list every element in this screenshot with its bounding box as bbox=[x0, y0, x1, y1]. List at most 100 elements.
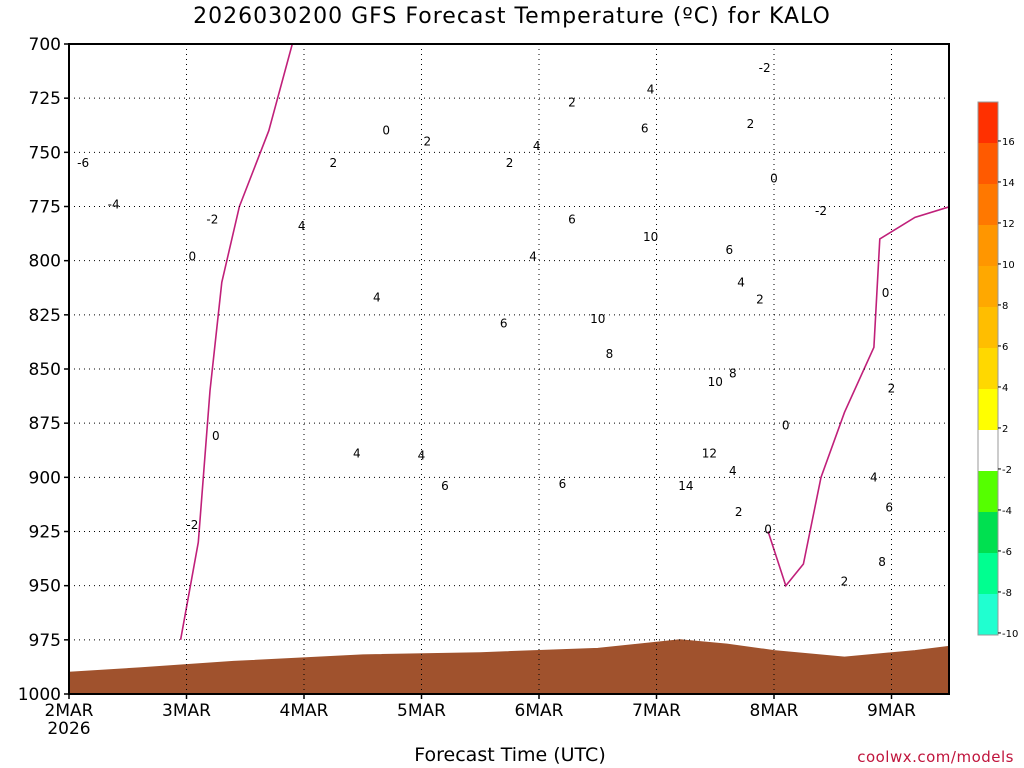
contour-label: 4 bbox=[737, 275, 745, 289]
y-tick-label: 750 bbox=[29, 143, 61, 163]
colorbar-segment bbox=[978, 184, 998, 225]
colorbar-segment bbox=[978, 553, 998, 594]
contour-label: 0 bbox=[189, 249, 197, 263]
contour-label: 10 bbox=[590, 312, 605, 326]
grid-lines bbox=[69, 44, 949, 694]
y-tick-label: 1000 bbox=[18, 685, 61, 705]
contour-label: -2 bbox=[815, 204, 827, 218]
y-tick-label: 925 bbox=[29, 523, 61, 543]
colorbar-segment bbox=[978, 307, 998, 348]
contour-label: 2 bbox=[568, 96, 576, 110]
contour-label: 2 bbox=[888, 382, 896, 396]
colorbar-segment bbox=[978, 225, 998, 266]
y-tick-label: 825 bbox=[29, 306, 61, 326]
x-tick-label: 7MAR bbox=[632, 701, 681, 721]
contour-label: -4 bbox=[108, 197, 120, 211]
contour-label: 6 bbox=[500, 317, 508, 331]
x-tick-label: 4MAR bbox=[280, 701, 329, 721]
contour-label: 6 bbox=[726, 243, 734, 257]
colorbar-label: -4 bbox=[1002, 506, 1012, 517]
zero-contour-left bbox=[179, 44, 294, 640]
y-tick-label: 900 bbox=[29, 468, 61, 488]
colorbar-label: 8 bbox=[1002, 301, 1008, 312]
y-tick-label: 775 bbox=[29, 198, 61, 218]
contour-label: 0 bbox=[764, 522, 772, 536]
y-tick-label: 950 bbox=[29, 577, 61, 597]
colorbar-label: 16 bbox=[1002, 137, 1015, 148]
contour-label: 0 bbox=[212, 429, 220, 443]
y-tick-label: 700 bbox=[29, 35, 61, 55]
x-tick-label: 2MAR bbox=[45, 701, 94, 721]
x-tick-label: 6MAR bbox=[515, 701, 564, 721]
contour-label: 10 bbox=[708, 375, 723, 389]
contour-label: 6 bbox=[559, 477, 567, 491]
colorbar-label: -2 bbox=[1002, 465, 1012, 476]
colorbar-label: 10 bbox=[1002, 260, 1015, 271]
contour-label: 4 bbox=[533, 139, 541, 153]
colorbar-segment bbox=[978, 512, 998, 553]
y-tick-label: 800 bbox=[29, 252, 61, 272]
contour-label: 10 bbox=[643, 230, 658, 244]
contour-label: 8 bbox=[878, 555, 886, 569]
contour-label: 12 bbox=[702, 447, 717, 461]
x-tick-sublabel: 2026 bbox=[47, 719, 90, 739]
contour-label: 0 bbox=[782, 418, 790, 432]
contour-label: 4 bbox=[529, 249, 537, 263]
colorbar-segment bbox=[978, 471, 998, 512]
colorbar-segment bbox=[978, 389, 998, 430]
contour-label: -2 bbox=[206, 213, 218, 227]
zero-contour-right bbox=[767, 206, 949, 588]
y-tick-label: 875 bbox=[29, 414, 61, 434]
contour-label: 2 bbox=[735, 505, 743, 519]
contour-label: 2 bbox=[747, 117, 755, 131]
contour-label: 0 bbox=[382, 124, 390, 138]
contour-label: 6 bbox=[568, 213, 576, 227]
contour-label: -2 bbox=[186, 518, 198, 532]
credit-link[interactable]: coolwx.com/models bbox=[857, 748, 1014, 766]
colorbar: 16 14 12 10 8 6 4 2 -2 -4 -6 -8 -10 bbox=[977, 101, 1018, 640]
contour-label: 4 bbox=[298, 219, 306, 233]
y-tick-label: 850 bbox=[29, 360, 61, 380]
x-tick-label: 5MAR bbox=[397, 701, 446, 721]
chart-title: 2026030200 GFS Forecast Temperature (ºC)… bbox=[193, 4, 831, 29]
contour-label: 4 bbox=[729, 464, 737, 478]
y-tick-label: 725 bbox=[29, 89, 61, 109]
contour-label: 8 bbox=[729, 366, 737, 380]
contour-label: 2 bbox=[756, 293, 764, 307]
contour-label: 4 bbox=[353, 447, 361, 461]
contour-label: 2 bbox=[841, 574, 849, 588]
colorbar-label: 4 bbox=[1002, 383, 1008, 394]
x-axis-title: Forecast Time (UTC) bbox=[414, 744, 606, 766]
contour-label: 8 bbox=[606, 347, 614, 361]
colorbar-segment bbox=[978, 143, 998, 184]
contour-label: 2 bbox=[506, 156, 514, 170]
colorbar-label: 6 bbox=[1002, 342, 1008, 353]
colorbar-label: 12 bbox=[1002, 219, 1015, 230]
colorbar-segment bbox=[978, 594, 998, 635]
contour-label: 14 bbox=[678, 479, 693, 493]
colorbar-segment bbox=[978, 266, 998, 307]
colorbar-label: 2 bbox=[1002, 424, 1008, 435]
y-axis: 700 725 750 775 800 825 850 875 900 925 950 975 1000 bbox=[18, 35, 69, 705]
colorbar-segment bbox=[978, 430, 998, 471]
contour-label: 4 bbox=[647, 83, 655, 97]
colorbar-label: -8 bbox=[1002, 588, 1012, 599]
contour-label: -6 bbox=[77, 156, 89, 170]
contour-label: 6 bbox=[885, 501, 893, 515]
contour-label: 6 bbox=[641, 122, 649, 136]
contour-label: -2 bbox=[759, 61, 771, 75]
colorbar-label: -10 bbox=[1002, 629, 1018, 640]
contour-label: 0 bbox=[882, 286, 890, 300]
colorbar-label: -6 bbox=[1002, 547, 1012, 558]
contour-label: 6 bbox=[441, 479, 449, 493]
contour-label: 4 bbox=[418, 449, 426, 463]
colorbar-frame bbox=[977, 101, 999, 636]
contour-label: 4 bbox=[373, 291, 381, 305]
contour-label: 4 bbox=[870, 470, 878, 484]
contour-label: -2 bbox=[1015, 83, 1024, 97]
colorbar-segment bbox=[978, 102, 998, 143]
x-tick-label: 9MAR bbox=[867, 701, 916, 721]
colorbar-segment bbox=[978, 348, 998, 389]
